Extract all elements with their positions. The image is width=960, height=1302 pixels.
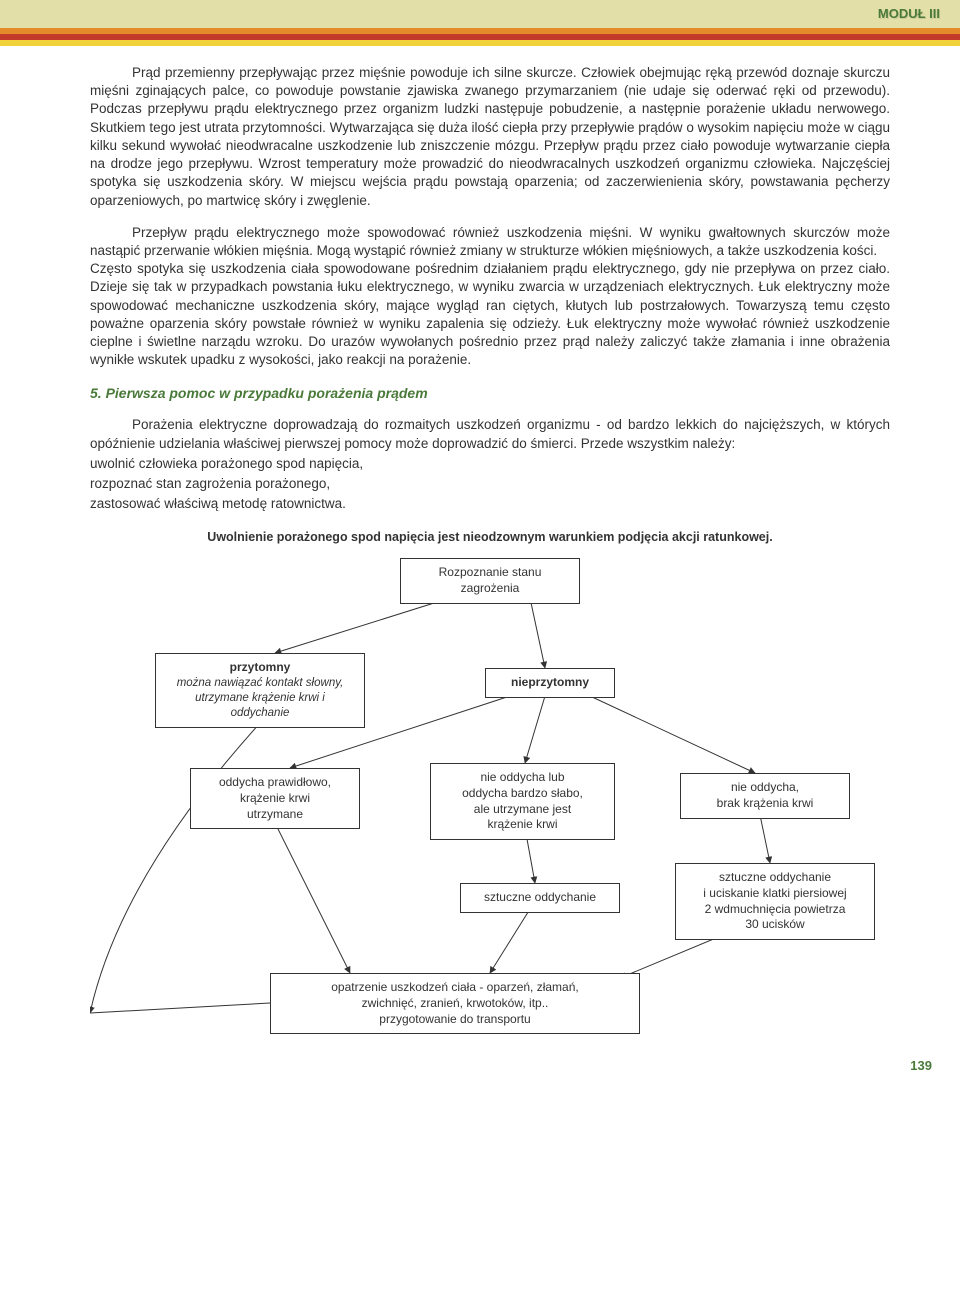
flowchart-node-nieprz: nieprzytomny	[485, 668, 615, 698]
flowchart-node-c1: oddycha prawidłowo,krążenie krwiutrzyman…	[190, 768, 360, 829]
flowchart-node-c3: nie oddycha,brak krążenia krwi	[680, 773, 850, 818]
page-content: Prąd przemienny przepływając przez mięśn…	[0, 46, 960, 1058]
flowchart: Rozpoznanie stanu zagrożenia przytomnymoż…	[90, 558, 890, 1038]
flowchart-node-s2: sztuczne oddychaniei uciskanie klatki pi…	[675, 863, 875, 939]
flowchart-node-c2: nie oddycha luboddycha bardzo słabo,ale …	[430, 763, 615, 839]
list-item-3: zastosować właściwą metodę ratownictwa.	[90, 495, 890, 513]
flowchart-node-s1: sztuczne oddychanie	[460, 883, 620, 913]
bold-statement: Uwolnienie porażonego spod napięcia jest…	[90, 529, 890, 546]
flowchart-node-przyt: przytomnymożna nawiązać kontakt słowny, …	[155, 653, 365, 727]
section-title: 5. Pierwsza pomoc w przypadku porażenia …	[90, 384, 890, 403]
module-label: MODUŁ III	[878, 6, 940, 21]
list-item-2: rozpoznać stan zagrożenia porażonego,	[90, 475, 890, 493]
flowchart-node-root: Rozpoznanie stanu zagrożenia	[400, 558, 580, 603]
paragraph-1: Prąd przemienny przepływając przez mięśn…	[90, 64, 890, 210]
page-number: 139	[0, 1058, 960, 1087]
flowchart-node-bottom: opatrzenie uszkodzeń ciała - oparzeń, zł…	[270, 973, 640, 1034]
paragraph-2: Przepływ prądu elektrycznego może spowod…	[90, 224, 890, 260]
list-item-1: uwolnić człowieka porażonego spod napięc…	[90, 455, 890, 473]
top-banner: MODUŁ III	[0, 0, 960, 28]
paragraph-4: Porażenia elektryczne doprowadzają do ro…	[90, 416, 890, 452]
paragraph-3: Często spotyka się uszkodzenia ciała spo…	[90, 260, 890, 369]
